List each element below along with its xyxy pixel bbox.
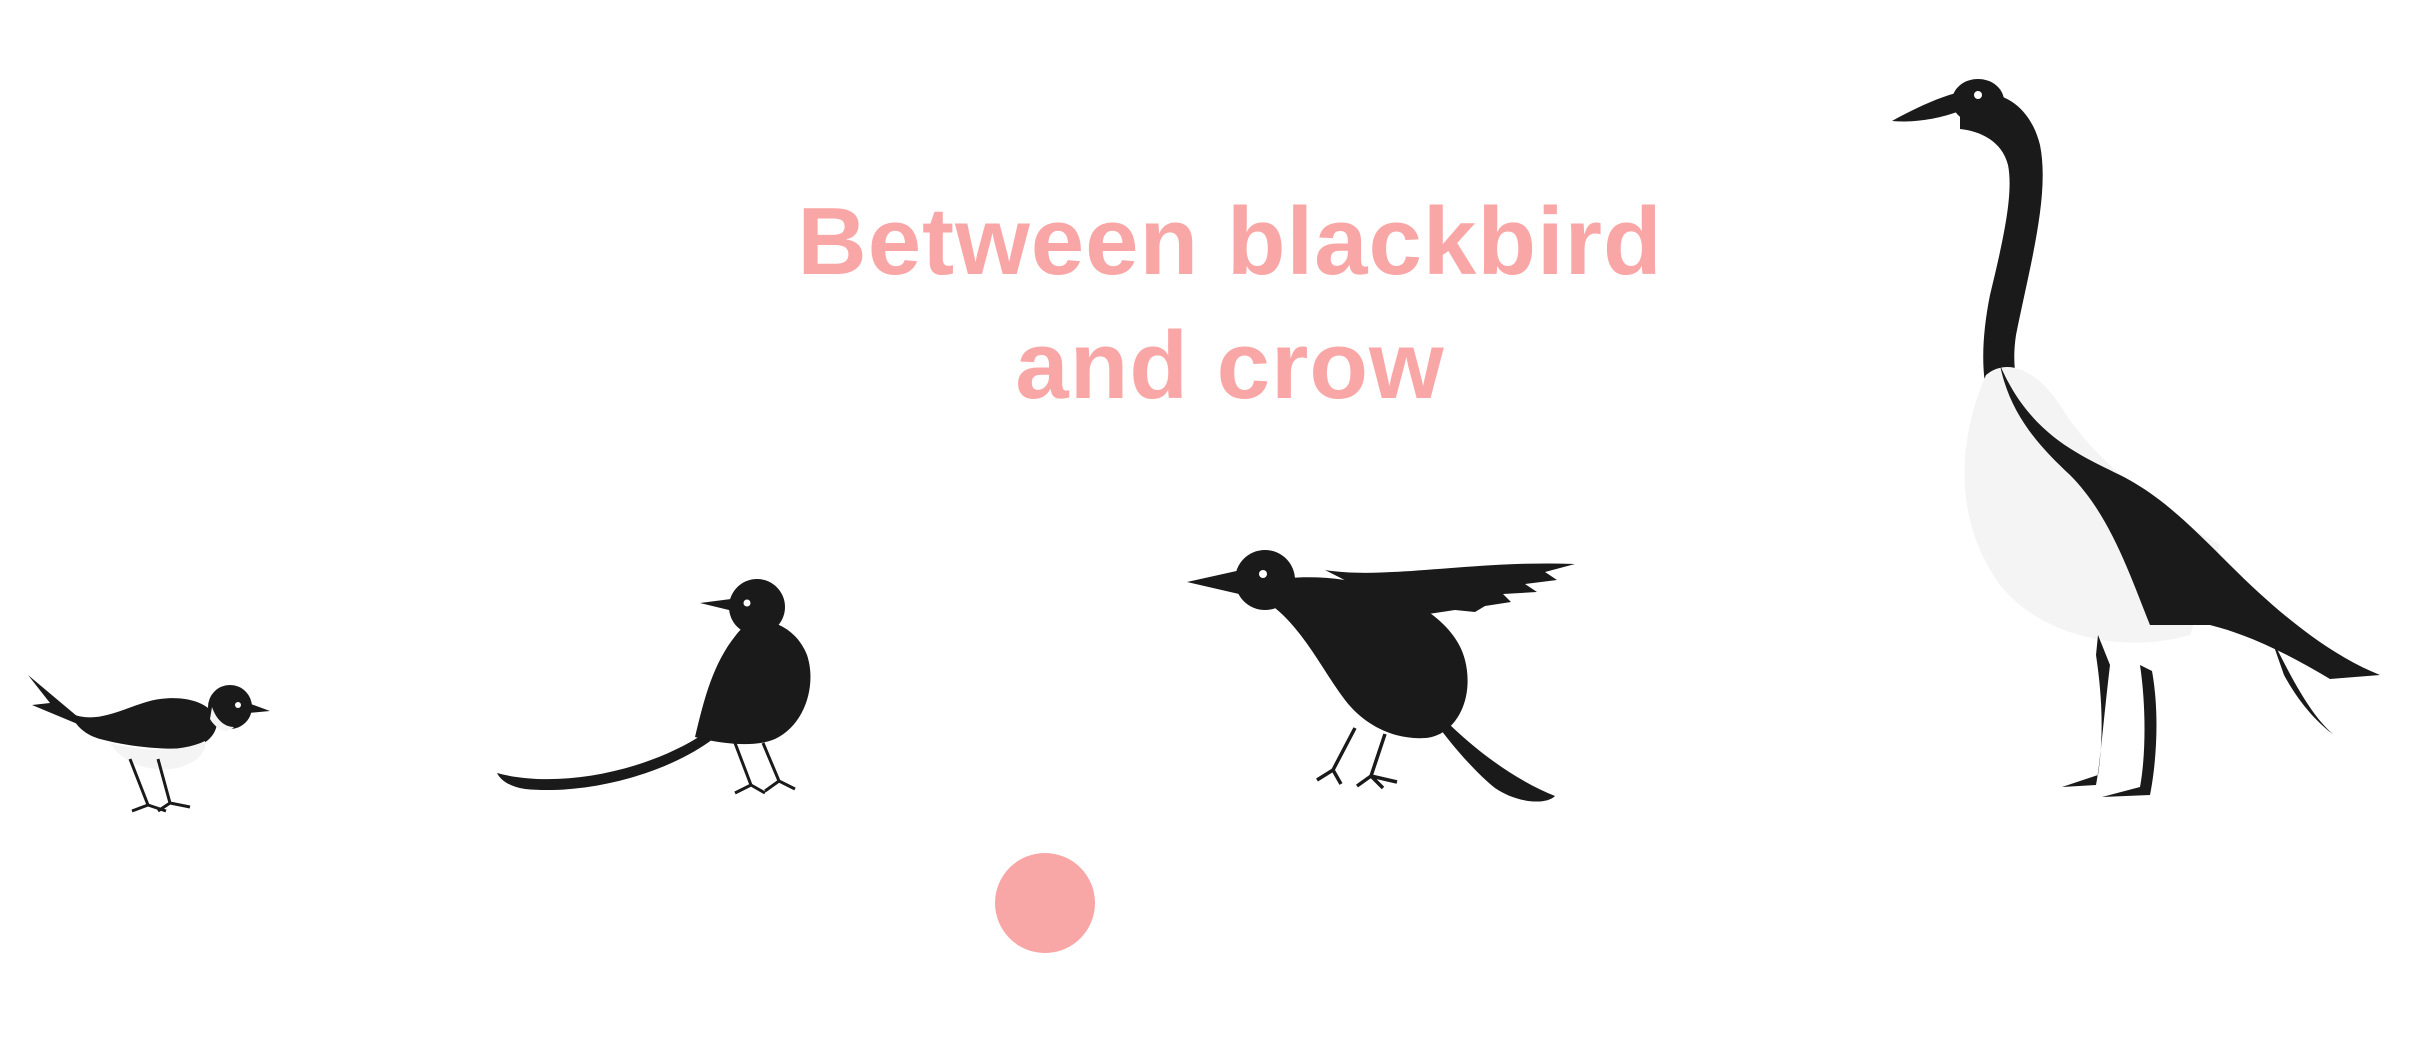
long-tailed-bird-icon[interactable] [495,575,825,805]
magpie-icon[interactable] [20,655,280,815]
question-title: Between blackbird and crow [700,180,1760,428]
question-title-line-1: Between blackbird [797,188,1663,295]
goose-icon[interactable] [1890,75,2390,815]
selection-dot[interactable] [995,853,1095,953]
crow-icon[interactable] [1185,550,1585,810]
question-title-line-2: and crow [1015,312,1445,419]
